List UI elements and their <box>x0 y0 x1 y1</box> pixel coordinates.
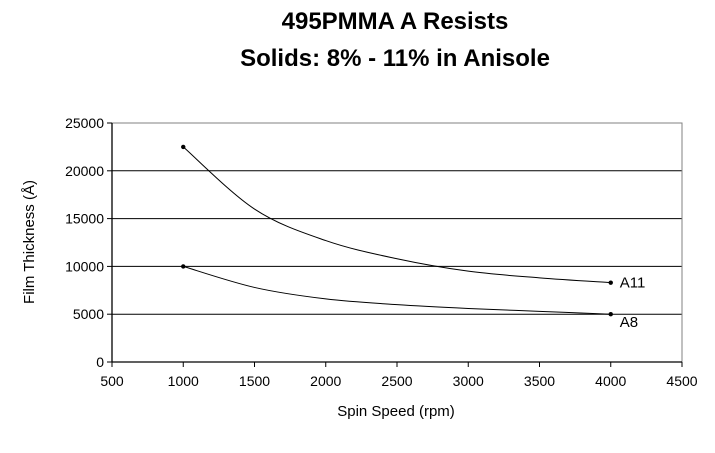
x-axis-label: Spin Speed (rpm) <box>337 403 455 420</box>
y-tick-labels: 0 5000 10000 15000 20000 25000 <box>65 115 104 370</box>
y-axis-label: Film Thickness (Å) <box>21 180 38 304</box>
gridlines <box>112 170 682 315</box>
y-tick-label: 10000 <box>65 258 104 274</box>
axes <box>107 122 683 367</box>
x-tick-label: 4000 <box>595 373 626 389</box>
x-tick-label: 3500 <box>524 373 555 389</box>
y-tick-label: 0 <box>96 354 104 370</box>
y-tick-label: 15000 <box>65 211 104 227</box>
x-tick-labels: 500 1000 1500 2000 2500 3000 3500 4000 4500 <box>100 373 697 389</box>
x-tick-label: 1000 <box>168 373 199 389</box>
x-tick-label: 500 <box>100 373 124 389</box>
y-tick-label: 25000 <box>65 115 104 131</box>
data-point-A8 <box>608 312 613 317</box>
y-tick-label: 20000 <box>65 163 104 179</box>
series-label-A11: A11 <box>620 275 646 292</box>
x-tick-label: 1500 <box>239 373 270 389</box>
data-point-A11 <box>608 280 613 285</box>
x-tick-label: 2500 <box>381 373 412 389</box>
x-tick-label: 2000 <box>310 373 341 389</box>
plot-area-border <box>111 122 683 363</box>
x-tick-label: 3000 <box>453 373 484 389</box>
y-tick-label: 5000 <box>73 306 104 322</box>
series-line-A8 <box>183 265 611 315</box>
chart-subtitle: Solids: 8% - 11% in Anisole <box>240 45 550 72</box>
data-point-A8 <box>181 264 186 269</box>
series-lines: A11 A8 <box>181 144 646 331</box>
chart-title: 495PMMA A Resists <box>281 8 509 35</box>
x-tick-label: 4500 <box>666 373 697 389</box>
data-point-A11 <box>181 144 186 150</box>
series-line-A11 <box>182 146 611 284</box>
series-label-A8: A8 <box>620 314 638 331</box>
